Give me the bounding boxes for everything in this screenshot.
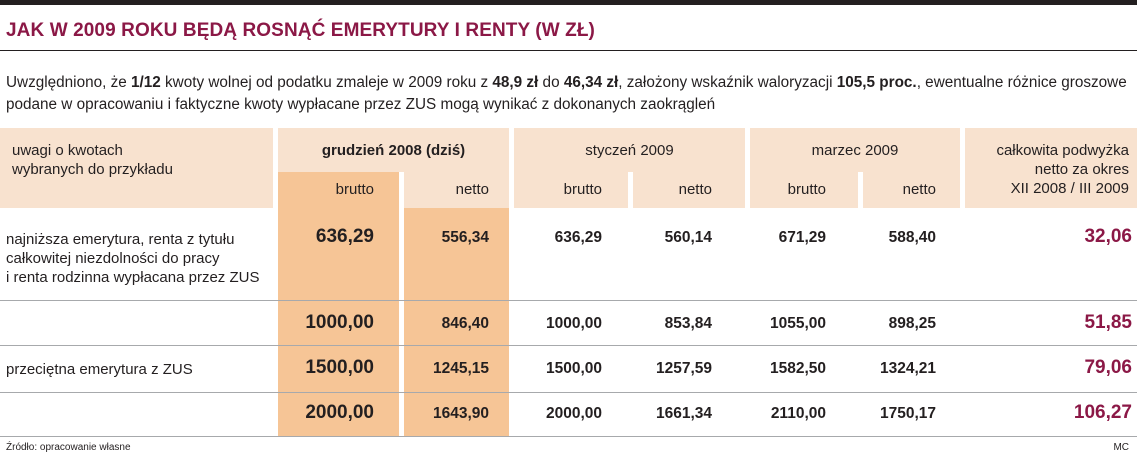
row-4-jan-netto: 1661,34 — [655, 405, 712, 422]
row-4-mar-netto: 1750,17 — [879, 405, 936, 422]
table-header-bg — [0, 128, 1137, 208]
row-2-mar-netto: 898,25 — [888, 315, 936, 332]
row-4-total-raise: 106,27 — [1073, 402, 1132, 423]
col-sep-4 — [628, 172, 633, 208]
header-mar-brutto: brutto — [787, 181, 826, 198]
col-sep-3 — [509, 128, 514, 436]
row-1-dec-brutto: 636,29 — [315, 226, 374, 247]
source-note: Źródło: opracowanie własne — [6, 442, 131, 453]
col-sep-6 — [858, 172, 863, 208]
row-4-dec-netto: 1643,90 — [432, 405, 489, 422]
header-january-2009: styczeń 2009 — [585, 142, 674, 159]
top-rule — [0, 0, 1137, 5]
row-3-dec-brutto: 1500,00 — [305, 357, 374, 378]
december-netto-header-bg — [399, 172, 509, 208]
row-sep-3 — [0, 392, 1137, 393]
row-3-mar-netto: 1324,21 — [879, 360, 936, 377]
intro-text: Uwzględniono, że 1/12 kwoty wolnej od po… — [6, 74, 1127, 113]
header-notes: uwagi o kwotach wybranych do przykładu — [12, 142, 173, 178]
header-march-2009: marzec 2009 — [811, 142, 899, 159]
col-sep-1 — [273, 128, 278, 436]
row-4-mar-brutto: 2110,00 — [770, 405, 826, 422]
title-rule — [0, 50, 1137, 51]
december-brutto-column-bg — [278, 172, 399, 436]
row-3-total-raise: 79,06 — [1084, 357, 1132, 378]
header-december-2008: grudzień 2008 (dziś) — [321, 142, 466, 159]
row-1-label: najniższa emerytura, renta z tytułu całk… — [6, 231, 260, 286]
row-3-mar-brutto: 1582,50 — [769, 360, 826, 377]
december-netto-column-bg — [404, 208, 509, 436]
row-1-dec-netto: 556,34 — [441, 229, 489, 246]
row-4-dec-brutto: 2000,00 — [305, 402, 374, 423]
row-1-total-raise: 32,06 — [1084, 226, 1132, 247]
row-3-jan-brutto: 1500,00 — [545, 360, 602, 377]
author-initials: MC — [1113, 442, 1129, 453]
header-dec-brutto: brutto — [335, 181, 374, 198]
header-jan-brutto: brutto — [563, 181, 602, 198]
header-total-raise: całkowita podwyżka netto za okres XII 20… — [996, 142, 1129, 197]
header-jan-netto: netto — [678, 181, 712, 198]
row-2-dec-brutto: 1000,00 — [305, 312, 374, 333]
page-title: JAK W 2009 ROKU BĘDĄ ROSNĄĆ EMERYTURY I … — [6, 20, 595, 41]
table-bottom-rule — [0, 436, 1137, 437]
row-2-jan-netto: 853,84 — [664, 315, 712, 332]
col-sep-5 — [745, 128, 750, 436]
row-2-total-raise: 51,85 — [1084, 312, 1132, 333]
row-1-mar-netto: 588,40 — [888, 229, 936, 246]
row-1-mar-brutto: 671,29 — [778, 229, 826, 246]
row-2-dec-netto: 846,40 — [441, 315, 489, 332]
col-sep-7 — [960, 128, 965, 436]
header-mar-netto: netto — [902, 181, 936, 198]
row-2-mar-brutto: 1055,00 — [769, 315, 826, 332]
row-4-jan-brutto: 2000,00 — [545, 405, 602, 422]
row-3-label: przeciętna emerytura z ZUS — [6, 361, 193, 378]
row-sep-2 — [0, 345, 1137, 346]
row-2-jan-brutto: 1000,00 — [545, 315, 602, 332]
row-3-dec-netto: 1245,15 — [432, 360, 489, 377]
row-1-jan-netto: 560,14 — [664, 229, 712, 246]
row-sep-1 — [0, 300, 1137, 301]
col-sep-2 — [399, 172, 404, 436]
row-1-jan-brutto: 636,29 — [554, 229, 602, 246]
header-dec-netto: netto — [455, 181, 489, 198]
row-3-jan-netto: 1257,59 — [655, 360, 712, 377]
